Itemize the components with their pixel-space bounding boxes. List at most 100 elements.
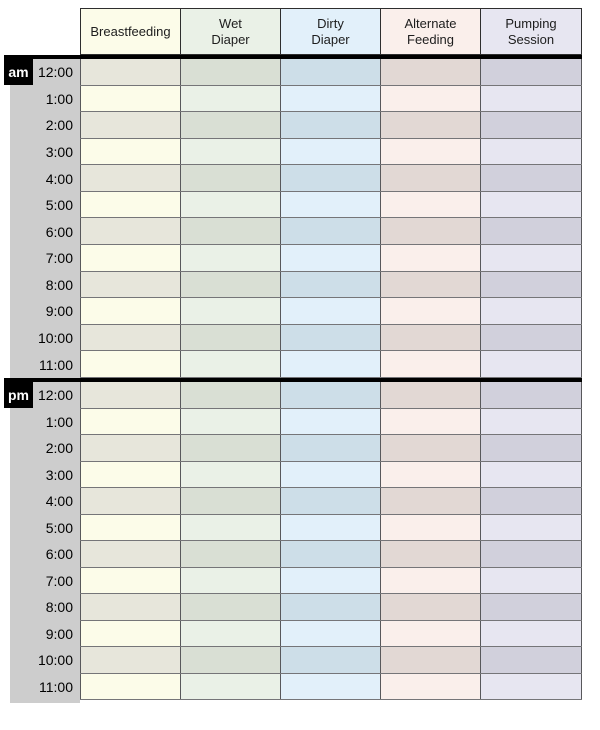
cell-wet-diaper: [180, 408, 280, 434]
am-section-divider: [4, 55, 582, 59]
cell-breastfeeding: [80, 673, 180, 699]
cell-pumping-session: [480, 435, 582, 461]
cell-breastfeeding: [80, 351, 180, 377]
column-header-dirty-diaper: Dirty Diaper: [280, 8, 380, 55]
time-label-pm: 10:00: [37, 652, 73, 669]
time-label-pm: 2:00: [45, 440, 73, 457]
cell-alternate-feeding: [380, 673, 480, 699]
time-label-am: 5:00: [45, 197, 73, 214]
cell-wet-diaper: [180, 620, 280, 646]
cell-wet-diaper: [180, 514, 280, 540]
table-row: [80, 382, 582, 409]
cell-dirty-diaper: [280, 461, 380, 487]
time-label-pm: 8:00: [45, 599, 73, 616]
cell-dirty-diaper: [280, 191, 380, 218]
cell-pumping-session: [480, 488, 582, 514]
table-row: [80, 435, 582, 462]
cell-alternate-feeding: [380, 351, 480, 377]
cell-pumping-session: [480, 673, 582, 699]
cell-wet-diaper: [180, 245, 280, 271]
table-row: [80, 461, 582, 488]
cell-alternate-feeding: [380, 514, 480, 540]
time-label-am: 4:00: [45, 170, 73, 187]
time-label-pm: 1:00: [45, 413, 73, 430]
cell-wet-diaper: [180, 191, 280, 218]
cell-breastfeeding: [80, 245, 180, 271]
cell-breastfeeding: [80, 488, 180, 514]
cell-breastfeeding: [80, 567, 180, 593]
grid-am: [80, 59, 582, 378]
cell-alternate-feeding: [380, 271, 480, 298]
time-label-am: 1:00: [45, 90, 73, 107]
cell-wet-diaper: [180, 382, 280, 408]
table-row: [80, 351, 582, 378]
time-label-pm: 3:00: [45, 466, 73, 483]
cell-dirty-diaper: [280, 488, 380, 514]
cell-pumping-session: [480, 191, 582, 218]
cell-dirty-diaper: [280, 85, 380, 112]
cell-alternate-feeding: [380, 408, 480, 434]
time-label-am: 8:00: [45, 276, 73, 293]
cell-wet-diaper: [180, 298, 280, 324]
table-row: [80, 271, 582, 299]
cell-pumping-session: [480, 138, 582, 165]
cell-breastfeeding: [80, 138, 180, 165]
cell-pumping-session: [480, 647, 582, 673]
cell-breastfeeding: [80, 461, 180, 487]
cell-dirty-diaper: [280, 382, 380, 408]
time-label-am: 3:00: [45, 144, 73, 161]
cell-alternate-feeding: [380, 218, 480, 245]
time-label-am: 7:00: [45, 250, 73, 267]
column-header-wet-diaper: Wet Diaper: [180, 8, 280, 55]
cell-pumping-session: [480, 324, 582, 351]
cell-dirty-diaper: [280, 541, 380, 567]
column-header-breastfeeding: Breastfeeding: [80, 8, 180, 55]
column-header-alternate-feeding: Alternate Feeding: [380, 8, 480, 55]
cell-breastfeeding: [80, 191, 180, 218]
table-row: [80, 138, 582, 166]
time-label-am: 2:00: [45, 117, 73, 134]
cell-dirty-diaper: [280, 647, 380, 673]
table-row: [80, 85, 582, 113]
cell-alternate-feeding: [380, 165, 480, 191]
cell-wet-diaper: [180, 218, 280, 245]
cell-wet-diaper: [180, 112, 280, 138]
cell-wet-diaper: [180, 351, 280, 377]
table-row: [80, 647, 582, 674]
cell-breastfeeding: [80, 165, 180, 191]
cell-breastfeeding: [80, 59, 180, 85]
cell-alternate-feeding: [380, 435, 480, 461]
cell-wet-diaper: [180, 488, 280, 514]
table-row: [80, 324, 582, 352]
cell-dirty-diaper: [280, 245, 380, 271]
cell-dirty-diaper: [280, 298, 380, 324]
cell-breastfeeding: [80, 112, 180, 138]
table-row: [80, 488, 582, 515]
cell-dirty-diaper: [280, 594, 380, 620]
cell-wet-diaper: [180, 594, 280, 620]
cell-dirty-diaper: [280, 567, 380, 593]
cell-breastfeeding: [80, 594, 180, 620]
cell-alternate-feeding: [380, 59, 480, 85]
cell-breastfeeding: [80, 647, 180, 673]
cell-alternate-feeding: [380, 567, 480, 593]
cell-wet-diaper: [180, 271, 280, 298]
cell-breastfeeding: [80, 85, 180, 112]
table-row: [80, 567, 582, 594]
cell-dirty-diaper: [280, 218, 380, 245]
cell-pumping-session: [480, 85, 582, 112]
grid-pm: [80, 382, 582, 700]
cell-wet-diaper: [180, 324, 280, 351]
cell-dirty-diaper: [280, 435, 380, 461]
cell-pumping-session: [480, 218, 582, 245]
am-label: am: [4, 58, 33, 85]
cell-alternate-feeding: [380, 245, 480, 271]
table-row: [80, 59, 582, 86]
cell-alternate-feeding: [380, 85, 480, 112]
cell-wet-diaper: [180, 59, 280, 85]
cell-pumping-session: [480, 567, 582, 593]
cell-alternate-feeding: [380, 647, 480, 673]
pm-section-divider: [4, 378, 582, 382]
pm-label: pm: [4, 382, 33, 408]
